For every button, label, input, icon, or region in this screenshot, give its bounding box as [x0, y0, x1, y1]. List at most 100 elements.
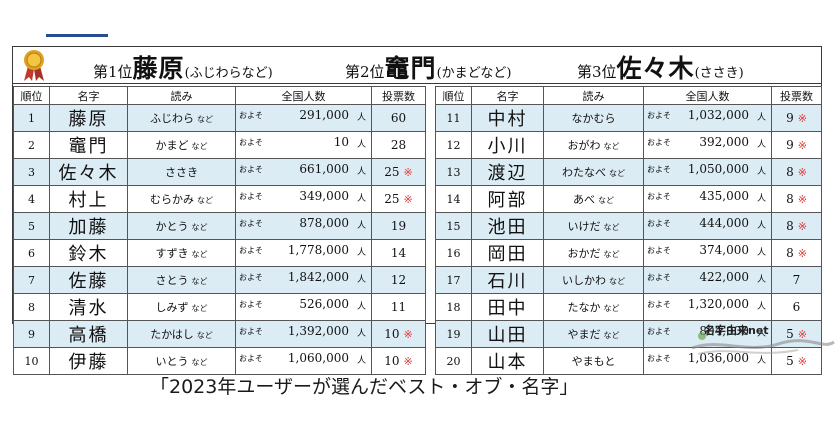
etc-label: など	[598, 196, 614, 205]
column-header-rank: 順位	[13, 86, 50, 105]
population-value: 526,000	[299, 297, 349, 311]
first-place-title: 第1位 藤原 (ふじわらなど)	[93, 49, 273, 85]
reading-cell: いとう など	[127, 347, 236, 375]
note-mark-icon: ※	[403, 193, 413, 206]
rank-cell: 18	[435, 293, 472, 321]
rank-cell: 17	[435, 266, 472, 294]
reading-text: なかむら	[571, 112, 616, 125]
approx-label: およそ	[647, 111, 671, 120]
second-place-reading: (かまどなど)	[436, 66, 512, 81]
watermark-text: 名字由来net	[704, 324, 769, 337]
population-cell: およそ 526,000 人	[235, 293, 372, 321]
rank-cell: 20	[435, 347, 472, 375]
approx-label: およそ	[239, 300, 263, 309]
table-row: 13 渡辺 わたなべ など およそ 1,050,000 人 8 ※	[435, 158, 822, 186]
population-cell: およそ 374,000 人	[643, 239, 772, 267]
rank-cell: 14	[435, 185, 472, 213]
rank-cell: 1	[13, 104, 50, 132]
reading-cell: ふじわら など	[127, 104, 236, 132]
reading-cell: すずき など	[127, 239, 236, 267]
population-cell: およそ 1,778,000 人	[235, 239, 372, 267]
reading-cell: たかはし など	[127, 320, 236, 348]
rank-cell: 11	[435, 104, 472, 132]
table-row: 15 池田 いけだ など およそ 444,000 人 8 ※	[435, 212, 822, 240]
ranking-board: 第1位 藤原 (ふじわらなど) 第2位 竈門 (かまどなど) 第3位 佐々木 (…	[12, 46, 822, 375]
surname-cell: 高橋	[49, 320, 128, 348]
surname-cell: 清水	[49, 293, 128, 321]
votes-cell: 12	[371, 266, 426, 294]
population-cell: およそ 878,000 人	[235, 212, 372, 240]
rank-cell: 2	[13, 131, 50, 159]
column-header-rank: 順位	[435, 86, 472, 105]
reading-cell: あべ など	[543, 185, 644, 213]
population-cell: およそ 1,392,000 人	[235, 320, 372, 348]
approx-label: およそ	[239, 192, 263, 201]
surname-cell: 阿部	[471, 185, 544, 213]
approx-label: およそ	[239, 165, 263, 174]
votes-value: 25	[384, 192, 400, 206]
table-header-row: 順位 名字 読み 全国人数 投票数	[435, 86, 822, 105]
table-row: 12 小川 おがわ など およそ 392,000 人 9 ※	[435, 131, 822, 159]
unit-label: 人	[356, 356, 366, 366]
surname-cell: 佐々木	[49, 158, 128, 186]
reading-text: さとう	[155, 274, 189, 287]
surname-cell: 中村	[471, 104, 544, 132]
rank-cell: 7	[13, 266, 50, 294]
reading-cell: しみず など	[127, 293, 236, 321]
etc-label: など	[603, 142, 620, 151]
column-header-population: 全国人数	[235, 86, 372, 105]
unit-label: 人	[356, 194, 366, 204]
rank-cell: 5	[13, 212, 50, 240]
rank-cell: 6	[13, 239, 50, 267]
note-mark-icon: ※	[797, 220, 807, 233]
table-row: 6 鈴木 すずき など およそ 1,778,000 人 14	[13, 239, 426, 267]
table-row: 7 佐藤 さとう など およそ 1,842,000 人 12	[13, 266, 426, 294]
column-header-population: 全国人数	[643, 86, 772, 105]
first-place-label: 第1位	[93, 63, 133, 81]
votes-cell: 7	[771, 266, 822, 294]
surname-cell: 田中	[471, 293, 544, 321]
votes-cell: 25 ※	[371, 158, 426, 186]
reading-cell: かとう など	[127, 212, 236, 240]
unit-label: 人	[356, 275, 366, 285]
approx-label: およそ	[647, 192, 671, 201]
top-accent-line	[46, 34, 108, 37]
second-place-name: 竈門	[384, 54, 437, 83]
unit-label: 人	[356, 248, 366, 258]
reading-cell: いしかわ など	[543, 266, 644, 294]
votes-cell: 60	[371, 104, 426, 132]
votes-value: 8	[786, 165, 794, 179]
approx-label: およそ	[239, 273, 263, 282]
population-cell: およそ 392,000 人	[643, 131, 772, 159]
unit-label: 人	[356, 302, 366, 312]
population-cell: およそ 291,000 人	[235, 104, 372, 132]
surname-cell: 小川	[471, 131, 544, 159]
approx-label: およそ	[239, 354, 263, 363]
unit-label: 人	[756, 221, 766, 231]
votes-value: 7	[792, 273, 801, 287]
votes-value: 5	[786, 354, 794, 368]
population-value: 878,000	[299, 216, 349, 230]
etc-label: など	[603, 223, 620, 232]
note-mark-icon: ※	[797, 247, 807, 260]
approx-label: およそ	[239, 327, 263, 336]
first-place-reading: (ふじわらなど)	[184, 66, 273, 81]
rank-cell: 10	[13, 347, 50, 375]
unit-label: 人	[356, 167, 366, 177]
approx-label: およそ	[647, 219, 671, 228]
column-header-name: 名字	[471, 86, 544, 105]
approx-label: およそ	[647, 246, 671, 255]
votes-value: 8	[786, 192, 794, 206]
note-mark-icon: ※	[797, 193, 807, 206]
first-place-name: 藤原	[132, 54, 185, 83]
reading-text: ささき	[165, 166, 198, 179]
surname-cell: 村上	[49, 185, 128, 213]
votes-cell: 25 ※	[371, 185, 426, 213]
etc-label: など	[603, 304, 620, 313]
table-row: 14 阿部 あべ など およそ 435,000 人 8 ※	[435, 185, 822, 213]
reading-text: あべ	[573, 193, 595, 206]
ranking-table-right-body: 11 中村 なかむら およそ 1,032,000 人 9 ※ 12 小川 おがわ など およそ 392,0…	[435, 104, 822, 375]
reading-cell: かまど など	[127, 131, 236, 159]
note-mark-icon: ※	[797, 166, 807, 179]
reading-text: ふじわら	[150, 112, 194, 125]
